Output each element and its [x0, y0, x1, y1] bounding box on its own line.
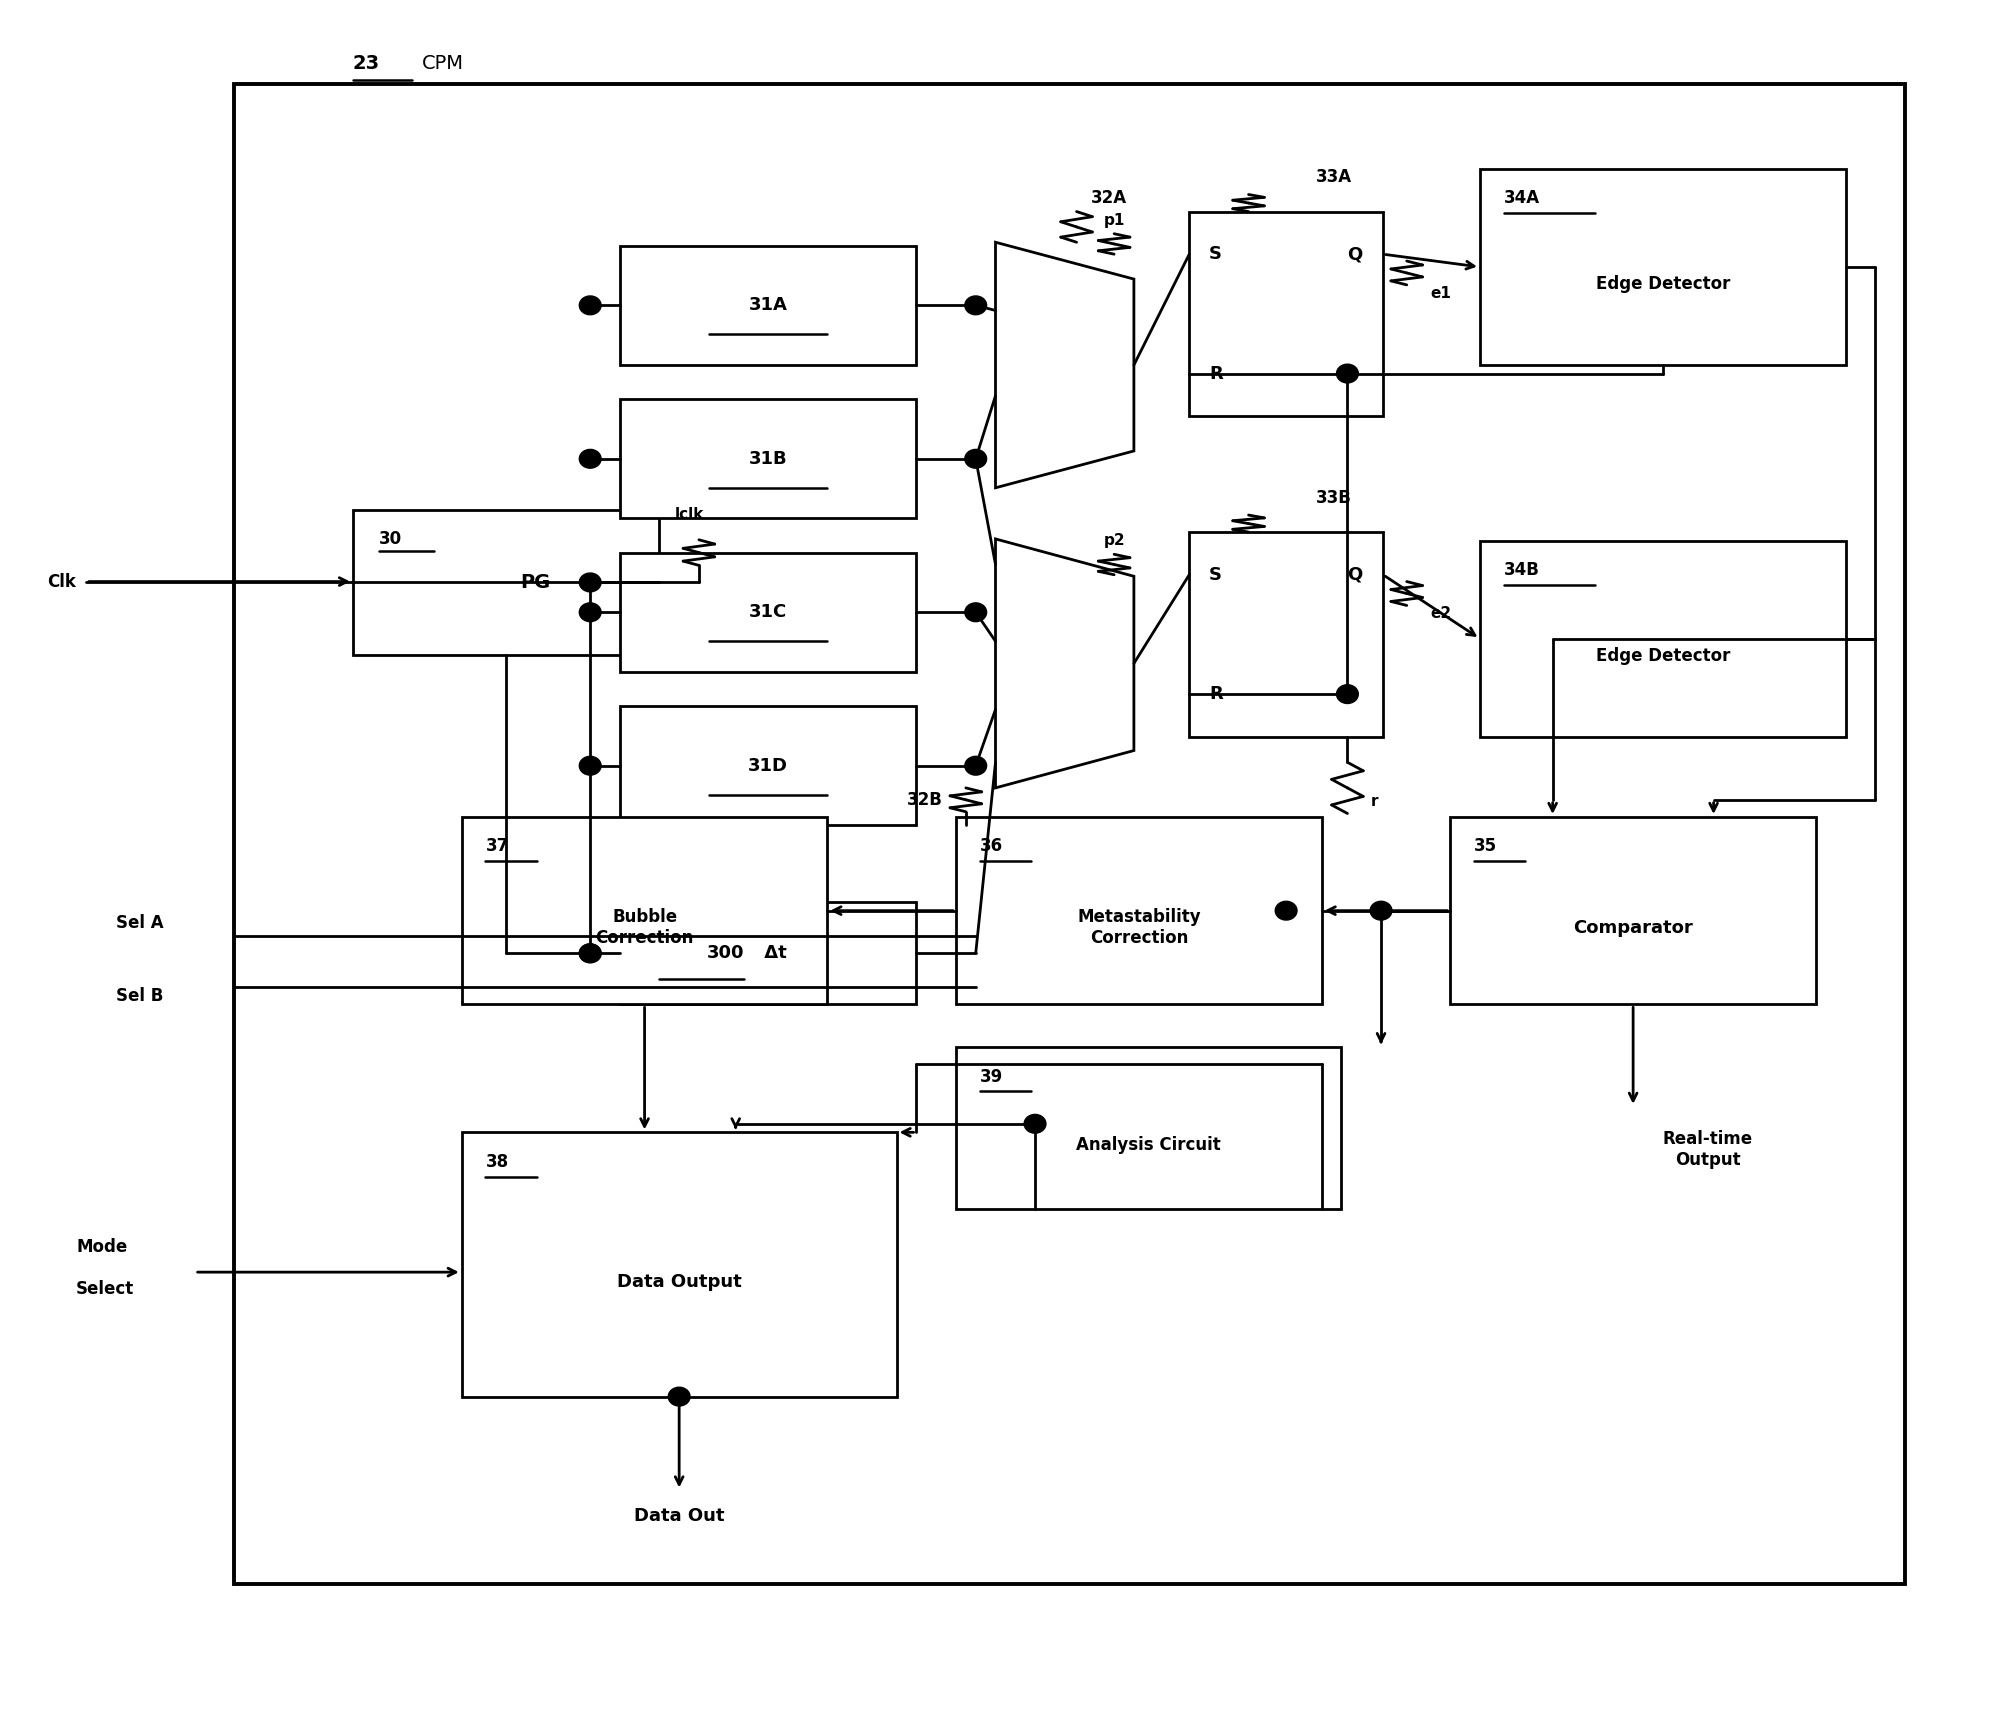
- Text: 31C: 31C: [749, 603, 786, 621]
- Text: Q: Q: [1348, 566, 1362, 584]
- Text: Δt: Δt: [759, 944, 786, 963]
- Text: 31A: 31A: [749, 296, 788, 315]
- Text: 38: 38: [486, 1153, 508, 1171]
- Text: 300: 300: [707, 944, 745, 963]
- Circle shape: [579, 944, 601, 963]
- Text: Comparator: Comparator: [1573, 918, 1692, 937]
- Circle shape: [579, 449, 601, 468]
- Bar: [1189, 211, 1384, 416]
- Bar: [352, 511, 659, 655]
- Bar: [462, 817, 828, 1004]
- Text: R: R: [1209, 364, 1222, 383]
- Text: p1: p1: [1105, 213, 1125, 227]
- Circle shape: [579, 944, 601, 963]
- Text: 33B: 33B: [1316, 488, 1352, 507]
- Circle shape: [1336, 364, 1358, 383]
- Text: 32B: 32B: [906, 791, 942, 810]
- Circle shape: [966, 449, 988, 468]
- Circle shape: [966, 296, 988, 315]
- Circle shape: [579, 756, 601, 775]
- Bar: [1479, 541, 1846, 737]
- Text: Bubble
Correction: Bubble Correction: [595, 908, 693, 947]
- Text: 34A: 34A: [1503, 189, 1539, 208]
- Text: e2: e2: [1430, 607, 1451, 622]
- Polygon shape: [996, 540, 1135, 787]
- Circle shape: [1276, 901, 1296, 920]
- Text: 39: 39: [980, 1067, 1003, 1085]
- Bar: [619, 246, 916, 364]
- Text: 30: 30: [378, 531, 402, 548]
- Text: Real-time
Output: Real-time Output: [1662, 1129, 1752, 1169]
- Circle shape: [579, 603, 601, 622]
- Bar: [619, 902, 916, 1004]
- Circle shape: [1023, 1114, 1045, 1133]
- Text: Data Output: Data Output: [617, 1272, 741, 1291]
- Circle shape: [1370, 901, 1392, 920]
- Text: 32A: 32A: [1091, 189, 1127, 206]
- Text: Edge Detector: Edge Detector: [1595, 275, 1730, 292]
- Circle shape: [579, 572, 601, 591]
- Bar: [619, 399, 916, 519]
- Text: 23: 23: [352, 53, 380, 72]
- Text: Q: Q: [1348, 246, 1362, 263]
- Text: S: S: [1209, 246, 1222, 263]
- Text: p2: p2: [1105, 533, 1125, 548]
- Polygon shape: [996, 242, 1135, 488]
- Circle shape: [669, 1387, 691, 1406]
- Bar: [1479, 168, 1846, 364]
- Bar: [956, 817, 1322, 1004]
- Text: CPM: CPM: [422, 53, 464, 72]
- Bar: [1189, 533, 1384, 737]
- Text: Sel A: Sel A: [115, 913, 163, 932]
- Circle shape: [966, 756, 988, 775]
- Text: Analysis Circuit: Analysis Circuit: [1077, 1136, 1220, 1153]
- Text: 35: 35: [1473, 837, 1497, 856]
- Bar: [235, 84, 1905, 1585]
- Text: Clk: Clk: [48, 572, 76, 591]
- Circle shape: [1336, 684, 1358, 703]
- Circle shape: [579, 296, 601, 315]
- Circle shape: [966, 603, 988, 622]
- Text: Data Out: Data Out: [633, 1508, 725, 1525]
- Text: r: r: [1372, 794, 1378, 810]
- Bar: [619, 707, 916, 825]
- Text: Sel B: Sel B: [115, 987, 163, 1006]
- Text: R: R: [1209, 686, 1222, 703]
- Text: 31D: 31D: [749, 756, 788, 775]
- Text: Metastability
Correction: Metastability Correction: [1077, 908, 1201, 947]
- Bar: [462, 1133, 896, 1396]
- Text: Select: Select: [76, 1281, 135, 1298]
- Text: e1: e1: [1430, 285, 1451, 301]
- Text: 37: 37: [486, 837, 508, 856]
- Text: lclk: lclk: [675, 507, 705, 521]
- Text: 36: 36: [980, 837, 1003, 856]
- Bar: [956, 1047, 1342, 1208]
- Text: PG: PG: [522, 572, 552, 591]
- Text: 34B: 34B: [1503, 560, 1539, 579]
- Bar: [619, 552, 916, 672]
- Text: Edge Detector: Edge Detector: [1595, 646, 1730, 665]
- Bar: [1449, 817, 1816, 1004]
- Text: S: S: [1209, 566, 1222, 584]
- Text: 31B: 31B: [749, 450, 788, 468]
- Text: 33A: 33A: [1316, 168, 1352, 186]
- Text: Mode: Mode: [76, 1238, 127, 1255]
